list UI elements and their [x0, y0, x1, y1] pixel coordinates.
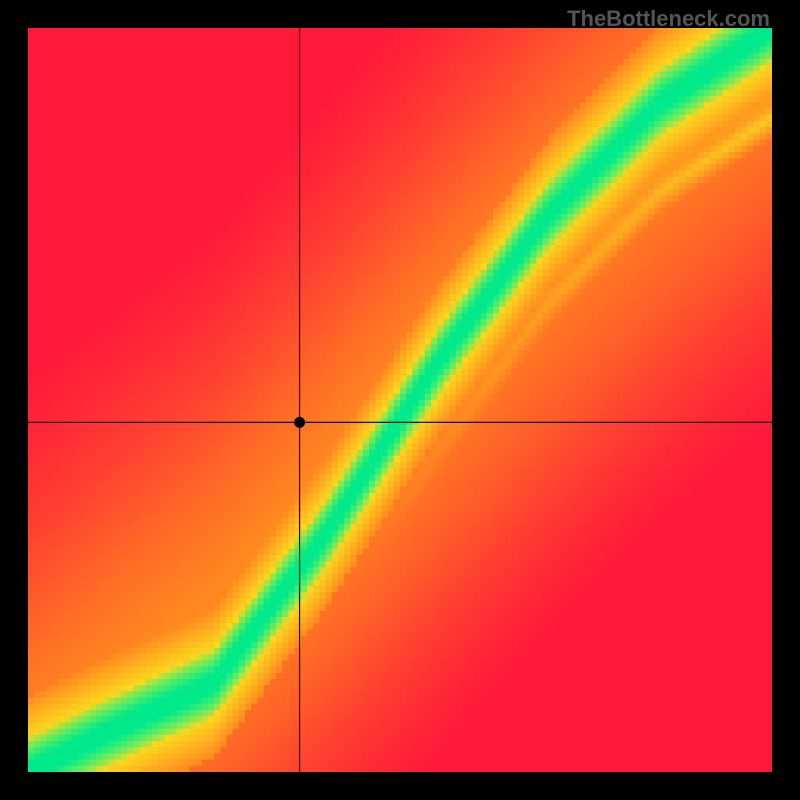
watermark-text: TheBottleneck.com — [567, 6, 770, 32]
chart-container: TheBottleneck.com — [0, 0, 800, 800]
frame-right — [772, 0, 800, 800]
heatmap-plot — [28, 28, 772, 772]
frame-bottom — [0, 772, 800, 800]
crosshair-marker — [294, 417, 305, 428]
heatmap-svg — [28, 28, 772, 772]
frame-left — [0, 0, 28, 800]
